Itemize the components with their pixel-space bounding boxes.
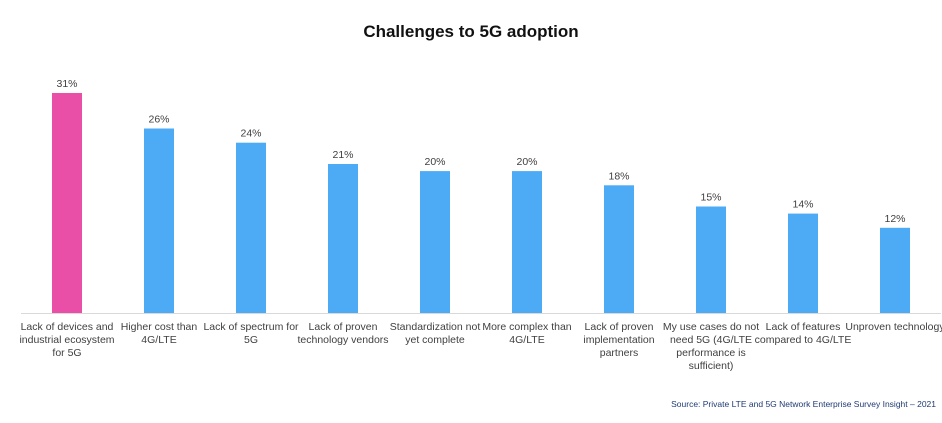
category-label-2: Higher cost than 4G/LTE	[120, 321, 198, 346]
category-label-7: Lack of proven implementation partners	[583, 321, 655, 359]
category-label-6: More complex than 4G/LTE	[482, 321, 572, 346]
bar-3	[236, 142, 266, 313]
bars-layer	[52, 93, 910, 313]
bar-9	[788, 213, 818, 313]
category-label-3: Lack of spectrum for 5G	[203, 321, 299, 346]
data-label-1: 31%	[56, 78, 77, 90]
bar-4	[328, 164, 358, 313]
data-label-7: 18%	[608, 170, 629, 182]
category-label-1: Lack of devices and industrial ecosystem…	[19, 321, 115, 359]
data-label-2: 26%	[148, 114, 169, 126]
data-label-4: 21%	[332, 149, 353, 161]
data-label-5: 20%	[424, 156, 445, 168]
category-label-8: My use cases do not need 5G (4G/LTE perf…	[662, 321, 760, 372]
data-label-9: 14%	[792, 199, 813, 211]
bar-1	[52, 93, 82, 313]
bar-10	[880, 227, 910, 313]
category-label-10: Unproven technology	[845, 321, 942, 333]
data-label-8: 15%	[700, 192, 721, 204]
data-label-3: 24%	[240, 128, 261, 140]
category-label-5: Standardization not yet complete	[389, 321, 481, 346]
data-label-10: 12%	[884, 213, 905, 225]
bar-8	[696, 206, 726, 313]
data-label-6: 20%	[516, 156, 537, 168]
source-note: Source: Private LTE and 5G Network Enter…	[671, 399, 936, 409]
category-label-9: Lack of features compared to 4G/LTE	[754, 321, 852, 346]
bar-5	[420, 171, 450, 313]
data-labels-layer: 31% 26% 24% 21% 20% 20% 18% 15% 14% 12%	[56, 78, 905, 225]
chart-title: Challenges to 5G adoption	[363, 22, 579, 41]
bar-6	[512, 171, 542, 313]
category-label-4: Lack of proven technology vendors	[297, 321, 389, 346]
bar-7	[604, 185, 634, 313]
bar-2	[144, 128, 174, 313]
